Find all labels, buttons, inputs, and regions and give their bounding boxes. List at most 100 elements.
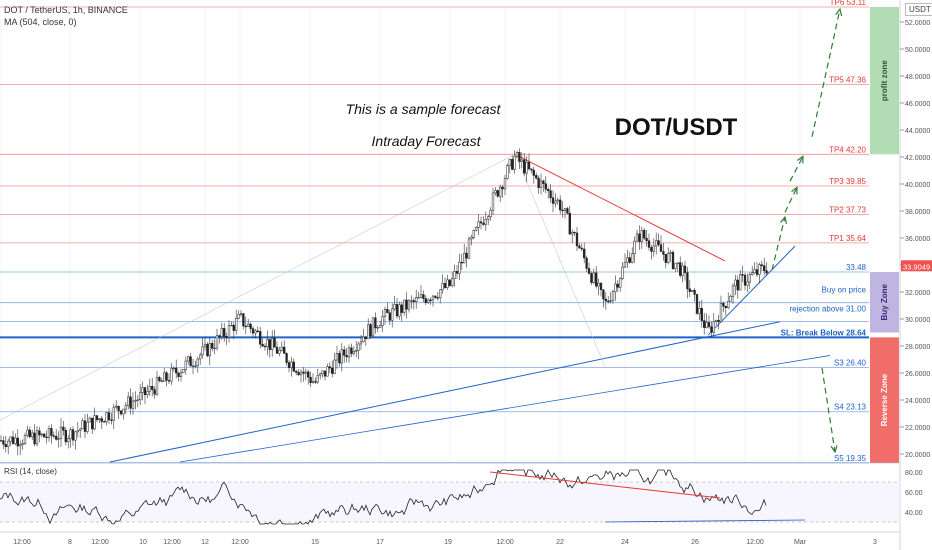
time-tick: 12:00 [231,539,249,546]
candle [146,390,149,395]
candle [184,360,187,370]
candle [59,426,63,439]
candle [602,289,605,300]
candle [0,440,3,442]
candle [400,304,403,313]
candle [652,245,655,252]
candle [67,438,70,443]
candle [4,444,7,448]
candle [755,269,759,275]
candle [19,444,22,447]
candle [383,309,387,317]
candle [638,233,641,242]
candle [74,431,77,441]
candle [583,248,586,259]
candle [304,371,307,374]
candle [230,324,233,327]
candle [371,317,375,337]
candle [26,429,29,436]
candle [676,262,679,264]
candle [21,443,24,445]
profit-zone-label: profit zone [880,60,889,101]
candle [112,406,115,421]
candle [705,322,708,328]
candle [484,218,487,225]
candle [674,263,677,269]
candle [242,313,245,327]
candle [141,387,144,393]
candle [357,343,360,351]
price-tick: 44.0000 [905,128,930,135]
candle [719,302,723,323]
support-trendline-1 [109,321,781,463]
candle [503,178,507,190]
time-tick: 12 [201,539,209,546]
level-label: TP2 37.73 [829,206,866,215]
currency-badge[interactable]: USDT [905,3,932,16]
candle [563,208,567,211]
candle [251,328,255,334]
candle [191,365,195,367]
candle [170,368,173,382]
level-label: Buy on price [822,286,867,295]
candle [88,417,91,423]
candle [559,199,562,211]
candle [299,371,303,376]
candle [446,279,449,288]
candle [710,326,713,333]
candle [172,367,175,370]
candle [134,400,137,402]
candle [14,437,17,444]
profit-rect [870,7,899,155]
candle [33,432,36,445]
candle [535,175,538,179]
candle [667,253,670,263]
candle [746,281,749,286]
candle [470,237,473,240]
candle [431,295,435,301]
time-tick: 24 [621,539,629,546]
candle [103,421,106,423]
candle [57,438,60,440]
candle [316,374,319,383]
price-tick: 24.0000 [905,398,930,405]
candle [179,372,183,378]
candle [359,341,363,345]
candle [669,252,672,254]
candle [664,254,667,263]
candle [547,189,550,192]
level-label: SL: Break Below 28.64 [781,328,867,337]
candle [50,428,53,436]
candle [391,308,394,321]
candle [477,221,480,228]
level-label: S3 26.40 [834,359,867,368]
forecast-arrow [784,187,798,213]
candle [127,396,130,406]
candle [511,159,514,170]
candle [707,322,711,328]
time-tick: 12:00 [746,539,764,546]
rsi-support-line [604,519,806,523]
candle [537,177,540,188]
candle [671,252,675,269]
candle [307,371,310,378]
candle [110,419,113,421]
candle [573,231,576,234]
price-tick: 36.0000 [905,236,930,243]
candle [175,367,178,374]
candle [379,325,382,328]
support-trendline-3 [707,245,796,336]
candle [40,433,43,436]
candle [515,152,519,157]
time-tick: 26 [691,539,699,546]
candle [338,353,341,364]
candle [765,270,768,274]
candle [374,317,377,329]
candle [153,389,156,395]
candle [415,297,418,302]
time-tick: Mar [794,539,807,546]
candle [734,279,737,287]
price-tick: 52.0000 [905,20,930,27]
